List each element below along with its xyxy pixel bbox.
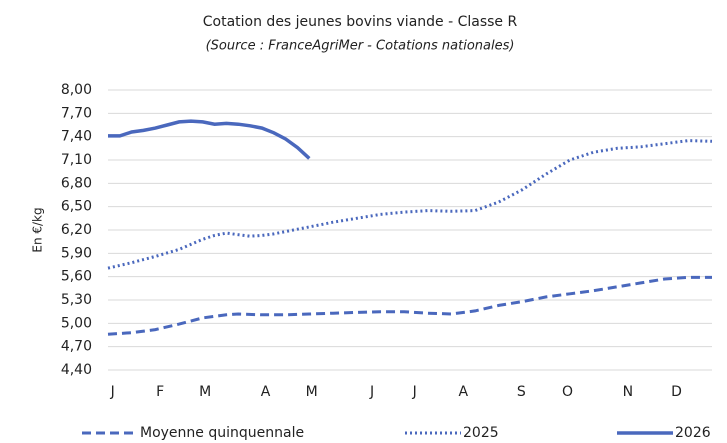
- y-tick-label: 7,70: [61, 105, 92, 121]
- x-tick-label: S: [517, 384, 526, 400]
- x-tick-label: D: [671, 384, 682, 400]
- x-tick-label: J: [412, 384, 417, 400]
- series-line: [107, 275, 712, 336]
- y-axis-label: En €/kg: [31, 207, 45, 252]
- legend-label: Moyenne quinquennale: [140, 425, 304, 441]
- series-line: [108, 119, 311, 160]
- y-tick-label: 5,00: [61, 315, 92, 331]
- y-tick-label: 8,00: [61, 82, 92, 98]
- x-tick-label: A: [459, 384, 469, 400]
- x-tick-label: M: [306, 384, 318, 400]
- y-tick-label: 5,60: [61, 269, 92, 285]
- series-line: [107, 139, 713, 270]
- legend-label: 2025: [463, 425, 499, 441]
- x-tick-label: A: [261, 384, 271, 400]
- x-tick-label: N: [623, 384, 633, 400]
- chart-subtitle: (Source : FranceAgriMer - Cotations nati…: [206, 39, 515, 54]
- legend-label: 2026: [675, 425, 711, 441]
- x-tick-label: J: [369, 384, 374, 400]
- y-tick-label: 5,30: [61, 292, 92, 308]
- y-tick-label: 7,10: [61, 152, 92, 168]
- y-tick-label: 7,40: [61, 129, 92, 145]
- y-tick-label: 6,20: [61, 222, 92, 238]
- y-tick-label: 4,70: [61, 339, 92, 355]
- x-tick-label: J: [110, 384, 115, 400]
- y-tick-label: 6,50: [61, 199, 92, 215]
- y-tick-label: 6,80: [61, 175, 92, 191]
- y-tick-label: 4,40: [61, 362, 92, 378]
- x-tick-label: F: [156, 384, 164, 400]
- chart-title: Cotation des jeunes bovins viande - Clas…: [203, 14, 518, 30]
- y-tick-label: 5,90: [61, 245, 92, 261]
- x-tick-label: O: [562, 384, 573, 400]
- x-tick-label: M: [199, 384, 211, 400]
